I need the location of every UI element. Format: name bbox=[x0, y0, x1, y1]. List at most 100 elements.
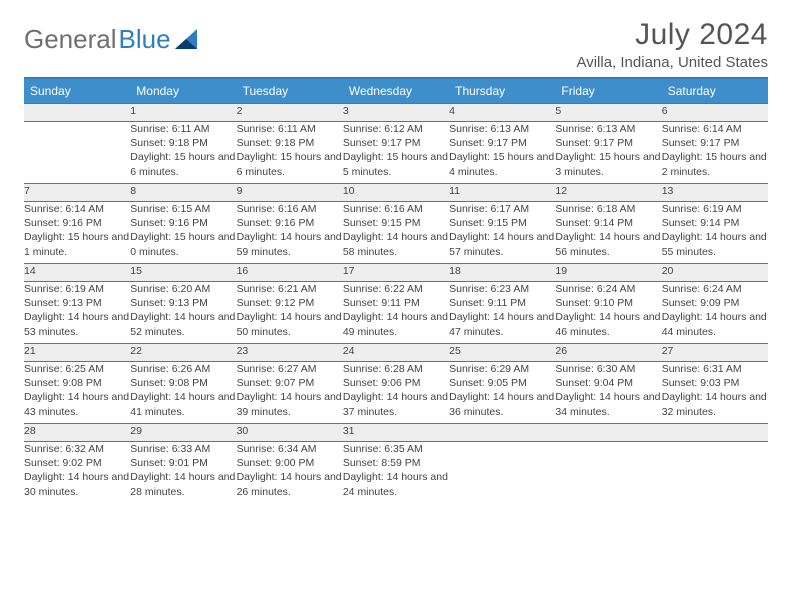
daylight-text: Daylight: 14 hours and 26 minutes. bbox=[237, 470, 343, 498]
daylight-text: Daylight: 15 hours and 6 minutes. bbox=[237, 150, 343, 178]
sunset-text: Sunset: 9:10 PM bbox=[555, 296, 661, 310]
day-content-cell: Sunrise: 6:31 AMSunset: 9:03 PMDaylight:… bbox=[662, 362, 768, 424]
title-block: July 2024 Avilla, Indiana, United States bbox=[576, 18, 768, 71]
sunrise-text: Sunrise: 6:11 AM bbox=[237, 122, 343, 136]
daylight-text: Daylight: 14 hours and 44 minutes. bbox=[662, 310, 768, 338]
sunrise-text: Sunrise: 6:16 AM bbox=[343, 202, 449, 216]
sunset-text: Sunset: 9:13 PM bbox=[130, 296, 236, 310]
sunset-text: Sunset: 9:15 PM bbox=[449, 216, 555, 230]
day-number-cell: 23 bbox=[237, 344, 343, 362]
daylight-text: Daylight: 15 hours and 3 minutes. bbox=[555, 150, 661, 178]
day-content-cell: Sunrise: 6:25 AMSunset: 9:08 PMDaylight:… bbox=[24, 362, 130, 424]
location: Avilla, Indiana, United States bbox=[576, 54, 768, 71]
sunrise-text: Sunrise: 6:28 AM bbox=[343, 362, 449, 376]
daylight-text: Daylight: 14 hours and 37 minutes. bbox=[343, 390, 449, 418]
sunset-text: Sunset: 9:07 PM bbox=[237, 376, 343, 390]
month-title: July 2024 bbox=[576, 18, 768, 52]
day-content-cell: Sunrise: 6:24 AMSunset: 9:09 PMDaylight:… bbox=[662, 282, 768, 344]
sunset-text: Sunset: 9:11 PM bbox=[449, 296, 555, 310]
daylight-text: Daylight: 14 hours and 36 minutes. bbox=[449, 390, 555, 418]
daylight-text: Daylight: 14 hours and 39 minutes. bbox=[237, 390, 343, 418]
logo: GeneralBlue bbox=[24, 18, 201, 55]
sunset-text: Sunset: 9:17 PM bbox=[343, 136, 449, 150]
day-content-cell: Sunrise: 6:20 AMSunset: 9:13 PMDaylight:… bbox=[130, 282, 236, 344]
day-content-cell: Sunrise: 6:28 AMSunset: 9:06 PMDaylight:… bbox=[343, 362, 449, 424]
day-number-cell: 13 bbox=[662, 184, 768, 202]
day-number-cell: 30 bbox=[237, 424, 343, 442]
daylight-text: Daylight: 14 hours and 32 minutes. bbox=[662, 390, 768, 418]
sunset-text: Sunset: 8:59 PM bbox=[343, 456, 449, 470]
sunrise-text: Sunrise: 6:14 AM bbox=[24, 202, 130, 216]
day-content-cell: Sunrise: 6:24 AMSunset: 9:10 PMDaylight:… bbox=[555, 282, 661, 344]
sunrise-text: Sunrise: 6:24 AM bbox=[555, 282, 661, 296]
day-number-cell: 17 bbox=[343, 264, 449, 282]
day-content-cell: Sunrise: 6:18 AMSunset: 9:14 PMDaylight:… bbox=[555, 202, 661, 264]
day-number-cell: 3 bbox=[343, 104, 449, 122]
day-content-cell: Sunrise: 6:19 AMSunset: 9:14 PMDaylight:… bbox=[662, 202, 768, 264]
page: GeneralBlue July 2024 Avilla, Indiana, U… bbox=[0, 0, 792, 516]
sunset-text: Sunset: 9:08 PM bbox=[130, 376, 236, 390]
sunset-text: Sunset: 9:06 PM bbox=[343, 376, 449, 390]
sunrise-text: Sunrise: 6:14 AM bbox=[662, 122, 768, 136]
daylight-text: Daylight: 15 hours and 6 minutes. bbox=[130, 150, 236, 178]
weekday-header: Saturday bbox=[662, 78, 768, 104]
day-number-cell: 7 bbox=[24, 184, 130, 202]
daylight-text: Daylight: 14 hours and 53 minutes. bbox=[24, 310, 130, 338]
daylight-text: Daylight: 14 hours and 57 minutes. bbox=[449, 230, 555, 258]
sunrise-text: Sunrise: 6:32 AM bbox=[24, 442, 130, 456]
day-content-cell: Sunrise: 6:11 AMSunset: 9:18 PMDaylight:… bbox=[237, 122, 343, 184]
day-content-cell: Sunrise: 6:19 AMSunset: 9:13 PMDaylight:… bbox=[24, 282, 130, 344]
daylight-text: Daylight: 15 hours and 4 minutes. bbox=[449, 150, 555, 178]
day-content-cell: Sunrise: 6:16 AMSunset: 9:16 PMDaylight:… bbox=[237, 202, 343, 264]
sunrise-text: Sunrise: 6:23 AM bbox=[449, 282, 555, 296]
day-number-cell bbox=[662, 424, 768, 442]
day-content-cell bbox=[449, 442, 555, 504]
day-number-cell bbox=[555, 424, 661, 442]
sunrise-text: Sunrise: 6:15 AM bbox=[130, 202, 236, 216]
sunset-text: Sunset: 9:18 PM bbox=[130, 136, 236, 150]
day-number-cell: 25 bbox=[449, 344, 555, 362]
day-content-row: Sunrise: 6:32 AMSunset: 9:02 PMDaylight:… bbox=[24, 442, 768, 504]
day-number-cell: 29 bbox=[130, 424, 236, 442]
day-number-row: 28293031 bbox=[24, 424, 768, 442]
day-number-cell: 10 bbox=[343, 184, 449, 202]
sunrise-text: Sunrise: 6:29 AM bbox=[449, 362, 555, 376]
day-content-cell bbox=[555, 442, 661, 504]
sunset-text: Sunset: 9:16 PM bbox=[130, 216, 236, 230]
day-content-cell: Sunrise: 6:16 AMSunset: 9:15 PMDaylight:… bbox=[343, 202, 449, 264]
logo-sail-icon bbox=[175, 29, 201, 51]
sunrise-text: Sunrise: 6:35 AM bbox=[343, 442, 449, 456]
day-content-cell: Sunrise: 6:29 AMSunset: 9:05 PMDaylight:… bbox=[449, 362, 555, 424]
day-number-cell bbox=[449, 424, 555, 442]
sunset-text: Sunset: 9:11 PM bbox=[343, 296, 449, 310]
logo-text-b: Blue bbox=[119, 24, 171, 55]
sunrise-text: Sunrise: 6:12 AM bbox=[343, 122, 449, 136]
sunrise-text: Sunrise: 6:13 AM bbox=[555, 122, 661, 136]
logo-text-a: General bbox=[24, 24, 117, 55]
sunrise-text: Sunrise: 6:24 AM bbox=[662, 282, 768, 296]
sunset-text: Sunset: 9:03 PM bbox=[662, 376, 768, 390]
day-content-cell: Sunrise: 6:33 AMSunset: 9:01 PMDaylight:… bbox=[130, 442, 236, 504]
day-number-cell: 15 bbox=[130, 264, 236, 282]
day-content-cell: Sunrise: 6:21 AMSunset: 9:12 PMDaylight:… bbox=[237, 282, 343, 344]
day-content-cell: Sunrise: 6:14 AMSunset: 9:17 PMDaylight:… bbox=[662, 122, 768, 184]
day-content-cell bbox=[662, 442, 768, 504]
sunrise-text: Sunrise: 6:21 AM bbox=[237, 282, 343, 296]
day-number-row: 14151617181920 bbox=[24, 264, 768, 282]
sunrise-text: Sunrise: 6:34 AM bbox=[237, 442, 343, 456]
day-number-cell: 22 bbox=[130, 344, 236, 362]
sunset-text: Sunset: 9:13 PM bbox=[24, 296, 130, 310]
sunset-text: Sunset: 9:05 PM bbox=[449, 376, 555, 390]
day-number-row: 123456 bbox=[24, 104, 768, 122]
day-number-cell: 14 bbox=[24, 264, 130, 282]
day-number-cell: 21 bbox=[24, 344, 130, 362]
daylight-text: Daylight: 14 hours and 34 minutes. bbox=[555, 390, 661, 418]
day-number-cell: 11 bbox=[449, 184, 555, 202]
sunrise-text: Sunrise: 6:19 AM bbox=[662, 202, 768, 216]
day-content-cell: Sunrise: 6:11 AMSunset: 9:18 PMDaylight:… bbox=[130, 122, 236, 184]
day-number-cell: 24 bbox=[343, 344, 449, 362]
day-number-cell: 26 bbox=[555, 344, 661, 362]
sunrise-text: Sunrise: 6:30 AM bbox=[555, 362, 661, 376]
sunset-text: Sunset: 9:18 PM bbox=[237, 136, 343, 150]
sunset-text: Sunset: 9:04 PM bbox=[555, 376, 661, 390]
